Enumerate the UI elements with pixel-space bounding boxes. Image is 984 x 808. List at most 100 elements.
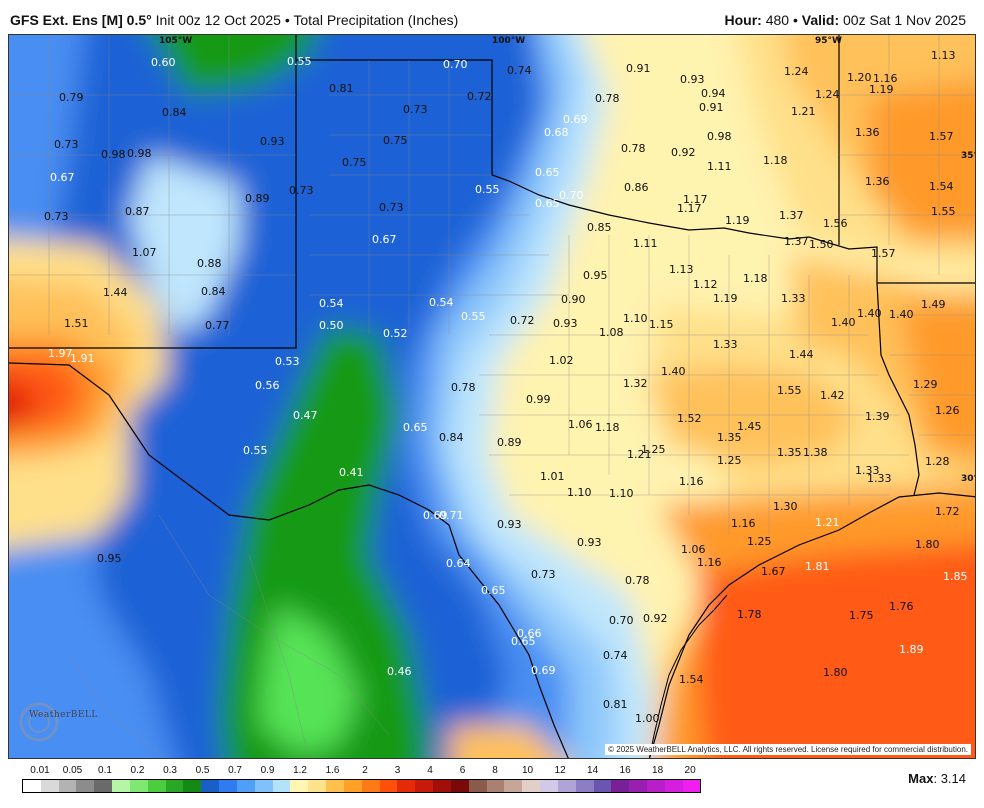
precip-value-label: 1.80 <box>915 538 940 551</box>
legend-tick-label: 6 <box>459 765 466 776</box>
precip-value-label: 0.89 <box>497 436 522 449</box>
header: GFS Ext. Ens [M] 0.5° Init 00z 12 Oct 20… <box>0 0 984 34</box>
longitude-label: 105°W <box>159 36 192 46</box>
hour-label: Hour: <box>724 12 762 28</box>
precip-value-label: 1.24 <box>784 65 809 78</box>
precip-value-label: 1.10 <box>609 487 634 500</box>
precip-value-label: 1.49 <box>921 298 946 311</box>
precip-value-label: 0.81 <box>603 698 628 711</box>
legend-tick-label: 4 <box>427 765 433 776</box>
precip-value-label: 0.93 <box>577 536 602 549</box>
precip-value-label: 0.71 <box>439 509 464 522</box>
precip-value-label: 1.76 <box>889 600 914 613</box>
legend-swatch <box>201 780 220 792</box>
precip-value-label: 0.69 <box>423 509 448 522</box>
precip-value-label: 1.02 <box>549 354 574 367</box>
legend-tick-label: 0.5 <box>195 765 210 776</box>
legend-tick-label: 0.3 <box>163 765 177 776</box>
precip-value-label: 0.99 <box>526 393 551 406</box>
precip-value-label: 0.89 <box>245 192 270 205</box>
model-name: GFS Ext. Ens [M] 0.5° <box>10 12 152 28</box>
valid-time: Hour: 480 • Valid: 00z Sat 1 Nov 2025 <box>725 12 967 28</box>
precip-value-label: 0.67 <box>372 233 397 246</box>
legend-swatch <box>272 780 291 792</box>
precip-value-label: 1.26 <box>935 404 960 417</box>
precip-value-label: 0.54 <box>429 296 454 309</box>
precip-value-label: 1.19 <box>869 83 894 96</box>
precip-value-label: 1.57 <box>929 130 954 143</box>
legend-colorbar <box>22 779 702 793</box>
max-value-text: : 3.14 <box>933 771 966 786</box>
precip-value-label: 1.40 <box>661 365 686 378</box>
precip-value-label: 1.57 <box>871 247 896 260</box>
map-canvas[interactable]: 105°W 100°W 95°W 35°N 30°N 0.60 0.55 0.70 0.74 0… <box>9 35 976 759</box>
legend-swatch <box>361 780 380 792</box>
state-boundaries <box>9 35 975 758</box>
legend-swatch <box>58 780 77 792</box>
legend-tick-label: 14 <box>587 765 599 776</box>
precip-value-label: 1.55 <box>777 384 802 397</box>
precip-value-label: 0.65 <box>403 421 428 434</box>
precip-value-label: 0.65 <box>481 584 506 597</box>
precip-value-label: 1.19 <box>713 292 738 305</box>
precip-value-label: 1.80 <box>823 666 848 679</box>
legend-tick-label: 0.05 <box>62 765 83 776</box>
precip-value-label: 1.08 <box>599 326 624 339</box>
precip-value-label: 1.06 <box>568 418 593 431</box>
color-legend: 0.01 0.05 0.1 0.2 0.3 0.5 0.7 0.9 1.2 1.6 2 3 4 6 8 10 1… <box>22 764 702 808</box>
precip-value-label: 1.39 <box>865 410 890 423</box>
precip-value-label: 0.41 <box>339 466 364 479</box>
precip-value-label: 1.21 <box>627 448 652 461</box>
precip-value-label: 1.16 <box>679 475 704 488</box>
precip-value-label: 1.32 <box>623 377 648 390</box>
precip-value-label: 0.86 <box>624 181 649 194</box>
precip-value-label: 1.17 <box>683 193 708 206</box>
legend-swatch <box>611 780 630 792</box>
legend-tick-label: 20 <box>684 765 696 776</box>
precip-value-label: 1.55 <box>931 205 956 218</box>
legend-tick-label: 0.01 <box>30 765 50 776</box>
precip-value-label: 1.78 <box>737 608 762 621</box>
legend-tick-label: 16 <box>619 765 631 776</box>
precip-value-label: 1.18 <box>595 421 620 434</box>
legend-tick-label: 18 <box>652 765 664 776</box>
precipitation-map[interactable]: 105°W 100°W 95°W 35°N 30°N 0.60 0.55 0.70 0.74 0… <box>8 34 976 759</box>
precip-value-label: 0.74 <box>507 64 532 77</box>
legend-swatch <box>450 780 469 792</box>
precip-value-label: 1.30 <box>773 500 798 513</box>
precip-value-label: 1.85 <box>943 570 968 583</box>
precip-value-label: 1.33 <box>781 292 806 305</box>
precip-value-label: 0.65 <box>535 197 560 210</box>
precip-value-label: 0.50 <box>319 319 344 332</box>
precip-value-label: 0.72 <box>510 314 535 327</box>
legend-swatch <box>23 780 41 792</box>
precip-value-label: 0.93 <box>680 73 705 86</box>
precip-value-label: 0.91 <box>626 62 651 75</box>
precip-value-label: 1.28 <box>925 455 950 468</box>
precip-value-label: 0.79 <box>59 91 84 104</box>
precip-value-label: 0.64 <box>446 557 471 570</box>
graticule-labels: 105°W 100°W 95°W 35°N 30°N <box>159 36 976 484</box>
precip-value-label: 0.78 <box>625 574 650 587</box>
legend-swatch <box>290 780 309 792</box>
precip-value-label: 1.29 <box>913 378 938 391</box>
precip-value-label: 0.93 <box>553 317 578 330</box>
precip-value-label: 0.52 <box>383 327 408 340</box>
longitude-label: 100°W <box>492 36 525 46</box>
precip-value-label: 1.01 <box>540 470 565 483</box>
precip-value-label: 1.11 <box>707 160 732 173</box>
latitude-label: 35°N <box>961 151 976 161</box>
precip-value-label: 1.16 <box>873 72 898 85</box>
precip-value-label: 0.90 <box>561 293 586 306</box>
legend-tick-label: 0.9 <box>260 765 275 776</box>
precip-value-label: 0.73 <box>403 103 428 116</box>
valid-value: 00z Sat 1 Nov 2025 <box>839 12 966 28</box>
precip-value-label: 0.69 <box>531 664 556 677</box>
precip-value-label: 1.15 <box>649 318 674 331</box>
legend-tick-label: 1.6 <box>325 765 340 776</box>
legend-tick-label: 10 <box>522 765 534 776</box>
legend-swatch <box>504 780 523 792</box>
precip-value-label: 0.78 <box>595 92 620 105</box>
precip-value-label: 0.95 <box>583 269 608 282</box>
legend-tick-label: 3 <box>394 765 401 776</box>
